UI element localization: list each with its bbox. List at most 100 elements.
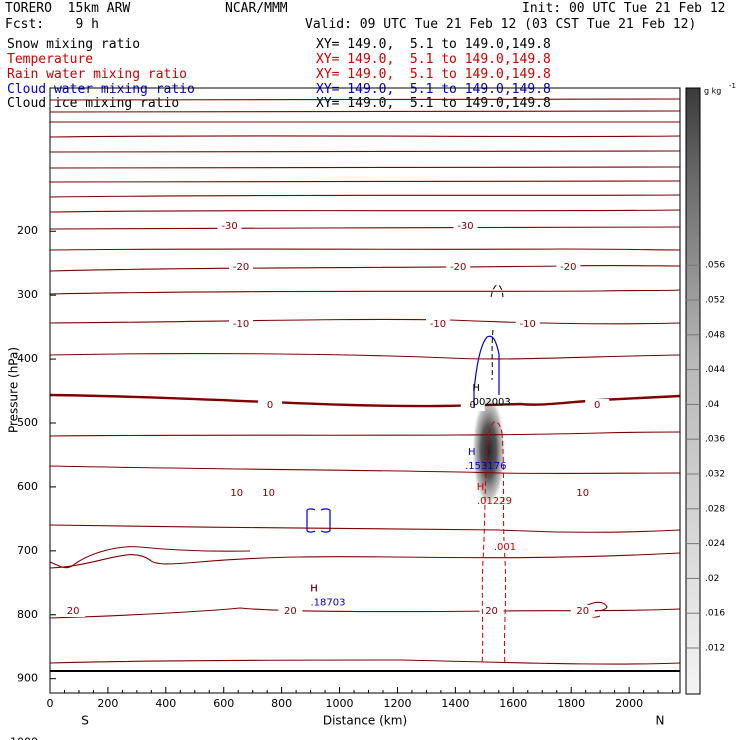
snow-mixing-shading bbox=[471, 387, 506, 504]
cloud-water-max-marker: H bbox=[468, 447, 476, 458]
field-name-cloud-water: Cloud water mixing ratio bbox=[7, 82, 195, 97]
south-end-label: S bbox=[81, 714, 89, 728]
rain-max-marker: H bbox=[477, 482, 485, 493]
temperature-isotherm bbox=[49, 353, 681, 360]
init-time: Init: 00 UTC Tue 21 Feb 12 bbox=[522, 1, 726, 16]
x-tick-label: 800 bbox=[271, 697, 292, 710]
isotherm-label: 10 bbox=[230, 488, 243, 499]
rain-mixing-contour bbox=[488, 421, 503, 434]
temperature-isotherm bbox=[49, 318, 681, 325]
temperature-isotherm bbox=[49, 265, 681, 272]
isotherm-label: 0 bbox=[594, 400, 600, 411]
cloud-water-contour bbox=[306, 508, 316, 533]
temperature-isotherm bbox=[49, 465, 681, 474]
colorbar-tick-label: .028 bbox=[705, 504, 725, 514]
colorbar-tick-label: .044 bbox=[705, 365, 725, 375]
rain-mixing-contour bbox=[501, 432, 507, 665]
y-axis-title: Pressure (hPa) bbox=[7, 347, 21, 433]
isotherm-label: 20 bbox=[284, 606, 297, 617]
rain-max-value: .01229 bbox=[477, 496, 512, 507]
colorbar-tick-label: .036 bbox=[705, 435, 725, 445]
isotherm-label-bg bbox=[258, 399, 283, 411]
temperature-isotherm bbox=[49, 248, 681, 251]
temperature-isotherm bbox=[49, 552, 681, 569]
x-tick-label: 1600 bbox=[499, 697, 527, 710]
temperature-isotherm bbox=[49, 135, 681, 138]
cloud-water-max-secondary-value: .18703 bbox=[310, 598, 345, 609]
isotherm-label: 20 bbox=[67, 606, 80, 617]
isotherm-label: -10 bbox=[430, 319, 446, 330]
isotherm-label-bg bbox=[515, 318, 540, 330]
isotherm-label: 10 bbox=[262, 488, 275, 499]
y-tick-label: 200 bbox=[17, 224, 38, 237]
isotherm-label: 10 bbox=[576, 488, 589, 499]
model-title: TORERO 15km ARW bbox=[5, 1, 131, 16]
x-axis-title: Distance (km) bbox=[323, 714, 407, 728]
y-tick-label: 800 bbox=[17, 608, 38, 621]
isotherm-label-bg bbox=[556, 261, 581, 273]
colorbar-tick-label: .04 bbox=[705, 400, 720, 410]
isotherm-label-bg bbox=[256, 487, 281, 499]
colorbar-tick-label: .012 bbox=[705, 644, 725, 654]
rain-contour-label-bg bbox=[493, 541, 517, 553]
temperature-isotherm bbox=[49, 524, 681, 533]
colorbar-tick-label: .024 bbox=[705, 539, 725, 549]
isotherm-label: 20 bbox=[485, 606, 498, 617]
isotherm-label-bg bbox=[570, 605, 595, 617]
temperature-isotherm bbox=[49, 289, 681, 295]
y-tick-label: 600 bbox=[17, 480, 38, 493]
temperature-isotherm bbox=[49, 659, 681, 665]
isotherm-label-bg bbox=[217, 220, 242, 232]
isotherm-label-bg bbox=[425, 318, 450, 330]
x-tick-label: 1400 bbox=[441, 697, 469, 710]
temperature-isotherm bbox=[49, 98, 681, 101]
x-tick-label: 0 bbox=[47, 697, 54, 710]
isotherm-label-bg bbox=[479, 605, 504, 617]
x-tick-label: 1200 bbox=[383, 697, 411, 710]
isotherm-label-bg bbox=[229, 261, 254, 273]
cloud-water-contour bbox=[320, 508, 331, 533]
field-xy-rain: XY= 149.0, 5.1 to 149.0,149.8 bbox=[316, 67, 551, 82]
plot-frame bbox=[49, 87, 681, 694]
snow-mixing-contour bbox=[490, 284, 504, 298]
temperature-isotherm bbox=[49, 121, 681, 123]
y-tick-label: 400 bbox=[17, 352, 38, 365]
colorbar bbox=[685, 87, 701, 695]
isotherm-label: -20 bbox=[560, 262, 576, 273]
temperature-isotherm bbox=[49, 194, 681, 198]
isotherm-label: 0 bbox=[267, 400, 273, 411]
north-end-label: N bbox=[656, 714, 665, 728]
field-xy-snow: XY= 149.0, 5.1 to 149.0,149.8 bbox=[316, 37, 551, 52]
isotherm-label: -10 bbox=[520, 319, 536, 330]
colorbar-tick-label: .052 bbox=[705, 296, 725, 306]
snow-mixing-contour bbox=[491, 329, 494, 381]
colorbar-tick-label: .016 bbox=[705, 609, 725, 619]
temperature-isotherm bbox=[49, 226, 681, 230]
temperature-isotherm bbox=[49, 180, 681, 183]
colorbar-unit-label: g kg bbox=[704, 87, 721, 96]
isotherm-label: 0 bbox=[470, 400, 476, 411]
temperature-isotherm bbox=[49, 166, 681, 169]
isotherm-label: -30 bbox=[221, 221, 237, 232]
y-tick-label: 900 bbox=[17, 672, 38, 685]
isotherm-label: 20 bbox=[576, 606, 589, 617]
isotherm-label-bg bbox=[460, 399, 485, 411]
x-tick-label: 200 bbox=[97, 697, 118, 710]
rain-contour-label: .001 bbox=[494, 542, 516, 553]
temperature-isotherm bbox=[49, 546, 251, 569]
field-xy-temperature: XY= 149.0, 5.1 to 149.0,149.8 bbox=[316, 52, 551, 67]
field-name-temperature: Temperature bbox=[7, 52, 94, 67]
isotherm-label-bg bbox=[229, 318, 254, 330]
x-tick-label: 1800 bbox=[557, 697, 585, 710]
colorbar-tick-label: .056 bbox=[705, 261, 725, 271]
isotherm-label: -10 bbox=[233, 319, 249, 330]
x-tick-label: 1000 bbox=[326, 697, 354, 710]
y-tick-label: 1000 bbox=[10, 736, 38, 740]
x-tick-label: 400 bbox=[155, 697, 176, 710]
valid-time: Valid: 09 UTC Tue 21 Feb 12 (03 CST Tue … bbox=[305, 17, 697, 32]
rain-max-secondary-marker: H bbox=[310, 584, 318, 595]
snow-max-marker: H bbox=[472, 383, 480, 394]
organization-label: NCAR/MMM bbox=[225, 1, 288, 16]
cloud-water-max-value: .153176 bbox=[465, 461, 506, 472]
